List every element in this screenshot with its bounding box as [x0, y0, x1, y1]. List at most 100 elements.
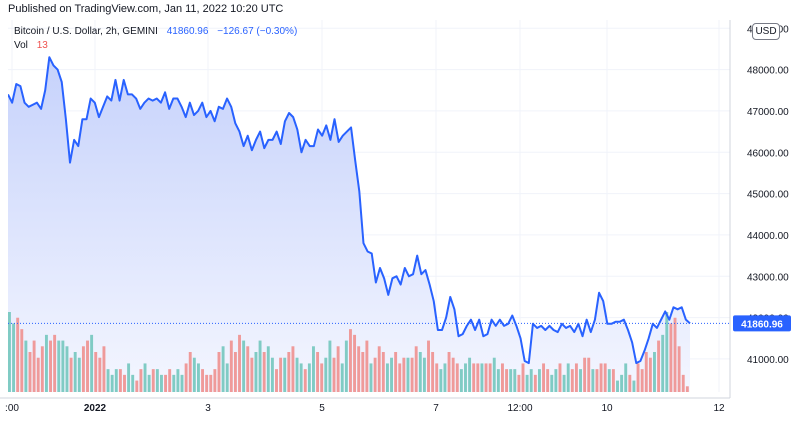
x-tick-label: :00	[5, 403, 19, 414]
volume-bar	[492, 357, 496, 392]
y-tick-label: 47000.00	[747, 107, 789, 118]
volume-bar	[542, 363, 546, 392]
volume-bar	[242, 340, 246, 392]
volume-bar	[118, 369, 122, 392]
volume-value: 13	[36, 40, 48, 51]
volume-bar	[439, 369, 443, 392]
y-tick-label: 44000.00	[747, 231, 789, 242]
volume-bar	[53, 334, 57, 392]
y-tick-label: 41000.00	[747, 355, 789, 366]
volume-bar	[599, 363, 603, 392]
volume-bar	[644, 352, 648, 392]
volume-bar	[459, 369, 463, 392]
volume-bar	[176, 369, 180, 392]
volume-bar	[94, 352, 98, 392]
volume-bar	[632, 380, 636, 392]
volume-bar	[279, 357, 283, 392]
volume-bar	[616, 380, 619, 392]
volume-bar	[361, 352, 365, 392]
volume-bar	[12, 323, 16, 392]
volume-bar	[307, 363, 311, 392]
volume-bar	[90, 334, 94, 392]
volume-bar	[57, 340, 61, 392]
price-line	[8, 56, 691, 365]
volume-bar	[681, 374, 685, 392]
volume-bar	[287, 352, 291, 392]
volume-bar	[340, 363, 344, 392]
volume-bar	[49, 340, 52, 392]
volume-bar	[262, 352, 266, 392]
volume-bar	[480, 363, 484, 392]
volume-bar	[369, 363, 373, 392]
volume-bar	[184, 363, 188, 392]
last-price-tag	[733, 315, 791, 332]
volume-bar	[143, 363, 147, 392]
volume-bar	[468, 357, 472, 392]
published-caption: Published on TradingView.com, Jan 11, 20…	[8, 3, 284, 15]
volume-bar	[435, 363, 439, 392]
y-tick-label: 48000.00	[747, 66, 789, 77]
volume-bar	[303, 369, 307, 392]
volume-bar	[127, 363, 131, 392]
volume-bar	[225, 363, 229, 392]
volume-bar	[110, 374, 114, 392]
volume-bar	[669, 323, 673, 392]
volume-bar	[677, 346, 681, 392]
volume-bar	[550, 374, 554, 392]
price-area-fill	[8, 57, 690, 392]
volume-bar	[648, 357, 652, 392]
volume-bar	[529, 369, 533, 392]
volume-bar	[628, 374, 632, 392]
volume-bar	[513, 369, 517, 392]
volume-bar	[357, 346, 361, 392]
volume-bar	[394, 352, 398, 392]
volume-bar	[229, 340, 233, 392]
volume-bar	[546, 369, 550, 392]
volume-bar	[73, 352, 77, 392]
volume-bar	[685, 386, 689, 392]
currency-badge[interactable]: USD	[752, 23, 780, 40]
volume-bar	[640, 369, 644, 392]
volume-label[interactable]: Vol	[14, 40, 28, 51]
volume-bar	[147, 374, 151, 392]
volume-bar	[135, 380, 139, 392]
volume-bar	[324, 357, 328, 392]
last-price-legend: 41860.96	[166, 26, 209, 37]
volume-bar	[558, 363, 562, 392]
volume-bar	[595, 369, 599, 392]
volume-bar	[106, 369, 110, 392]
volume-bar	[160, 374, 163, 392]
volume-bar	[443, 363, 447, 392]
volume-bar	[205, 374, 209, 392]
volume-bar	[496, 369, 500, 392]
volume-bar	[349, 329, 352, 392]
volume-bar	[661, 334, 665, 392]
volume-bar	[624, 363, 628, 392]
volume-bar	[151, 369, 155, 392]
x-tick-label: 2022	[84, 403, 107, 414]
volume-bar	[525, 374, 529, 392]
volume-bar	[653, 352, 656, 392]
volume-bar	[673, 317, 677, 392]
volume-bar	[414, 346, 418, 392]
volume-bar	[114, 369, 118, 392]
price-area	[8, 57, 690, 392]
volume-bar	[533, 374, 537, 392]
volume-bar	[295, 357, 299, 392]
volume-bar	[196, 363, 200, 392]
volume-bar	[336, 346, 340, 392]
volume-bar	[574, 363, 578, 392]
volume-bar	[102, 346, 106, 392]
volume-bar	[246, 346, 250, 392]
volume-bar	[172, 374, 176, 392]
volume-bar	[270, 357, 274, 392]
volume-bar	[509, 369, 513, 392]
volume-bar	[209, 374, 213, 392]
volume-bar	[69, 357, 73, 392]
symbol-label[interactable]: Bitcoin / U.S. Dollar, 2h, GEMINI	[14, 26, 158, 37]
volume-bar	[505, 369, 509, 392]
y-tick-label: 46000.00	[747, 148, 789, 159]
volume-bar	[320, 363, 324, 392]
